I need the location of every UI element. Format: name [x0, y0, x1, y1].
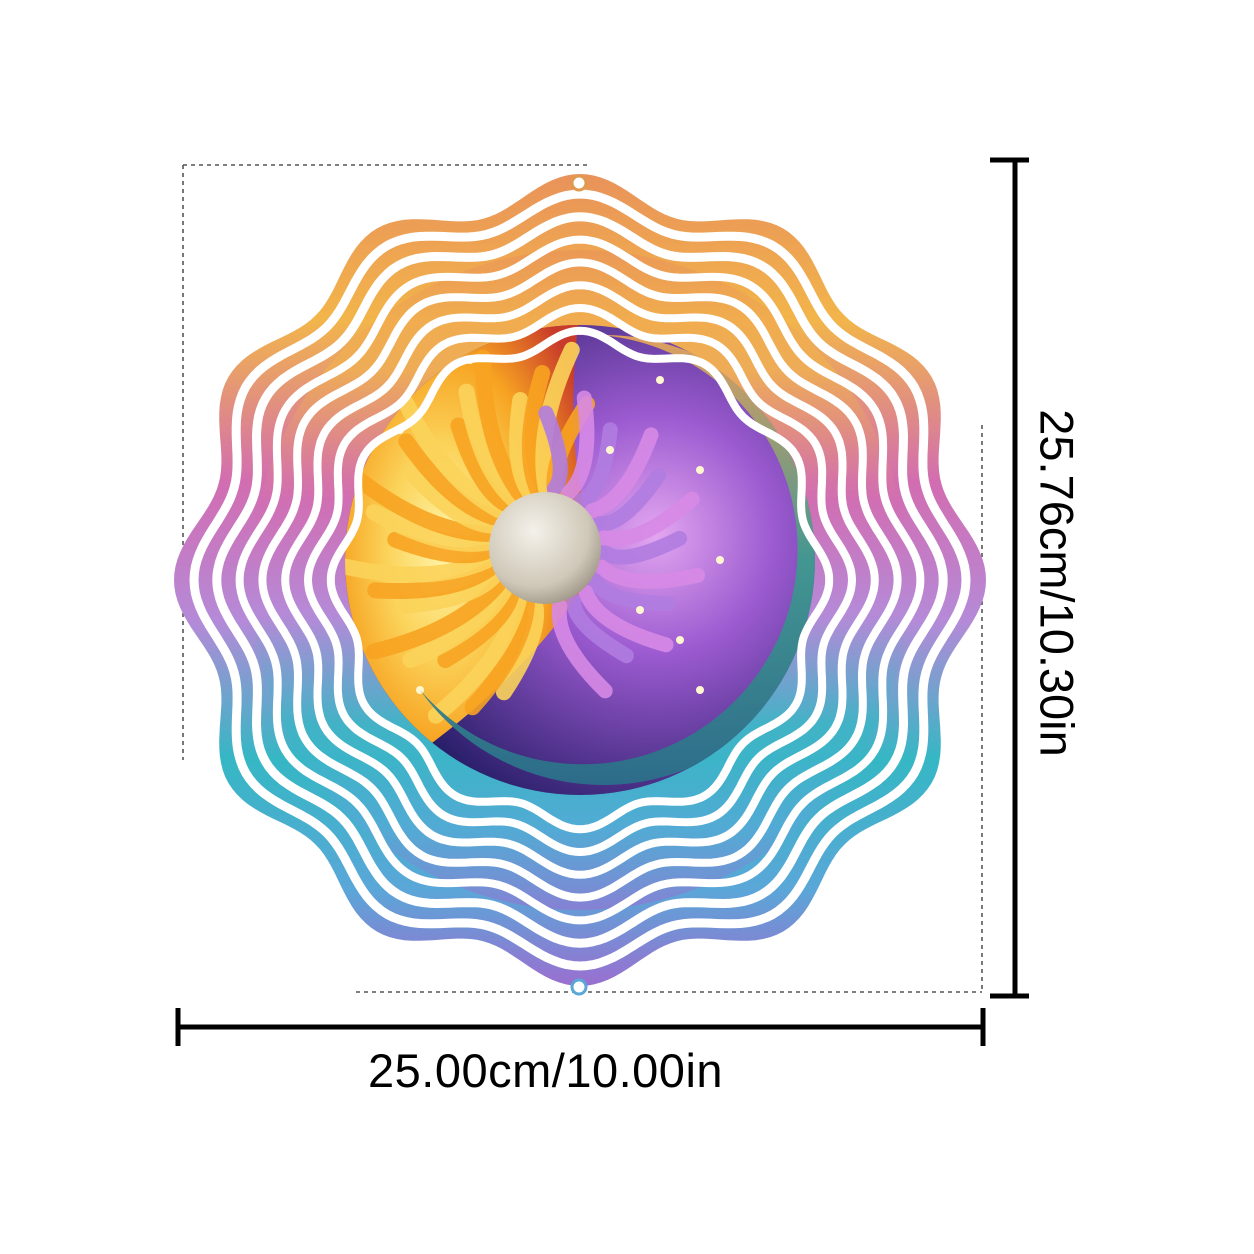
width-dimension-bar [175, 1008, 986, 1046]
sun-ray [427, 593, 527, 724]
star [676, 636, 684, 644]
cut-ring [258, 258, 902, 902]
night-petal [574, 422, 618, 508]
sun-ray [495, 599, 545, 701]
sun-ray [349, 470, 495, 542]
height-dimension-label: 25.76cm/10.30in [1030, 409, 1084, 757]
sun-ray [398, 569, 501, 614]
sun-ray [474, 349, 528, 502]
night-petals [538, 390, 706, 699]
night-petal [587, 573, 676, 612]
sun-ray [521, 365, 551, 497]
sun-ray [387, 531, 494, 564]
night-petal [597, 530, 688, 565]
sun-ray [437, 589, 519, 669]
hanging-tab [570, 174, 588, 996]
night-petal [596, 491, 700, 547]
cut-ring [304, 304, 856, 856]
night-petal [566, 593, 634, 664]
sun-ray [345, 552, 495, 583]
star [656, 376, 664, 384]
night-petal [594, 559, 706, 589]
wind-spinner-disc [174, 174, 986, 996]
cut-ring [189, 189, 971, 971]
sun-ray [365, 576, 506, 660]
star [636, 606, 644, 614]
night-petal [538, 405, 568, 497]
sun-ray [402, 583, 512, 668]
star [606, 446, 614, 454]
width-dimension-label: 25.00cm/10.00in [368, 1044, 724, 1097]
night-petal [584, 427, 659, 519]
cut-ring [235, 235, 925, 925]
star [696, 466, 704, 474]
height-dimension-bar [990, 157, 1029, 999]
cut-ring [281, 281, 879, 879]
sun-ray [509, 392, 537, 499]
star [716, 556, 724, 564]
night-petal [561, 390, 595, 501]
cut-rings [189, 189, 971, 971]
night-petal [551, 598, 613, 699]
sun-ray [458, 383, 520, 506]
sun-ray [365, 504, 494, 552]
star [696, 686, 704, 694]
moon-orb [489, 492, 601, 604]
night-petal [578, 584, 674, 653]
cut-ring [326, 326, 834, 834]
cut-ring [212, 212, 948, 948]
sun-ray [367, 561, 497, 600]
sun-ray [464, 597, 535, 716]
night-petal [592, 467, 667, 532]
sun-ray [450, 417, 513, 512]
dashed-guides [182, 164, 983, 993]
sun-ray [398, 433, 502, 526]
sun-ray [405, 467, 498, 534]
